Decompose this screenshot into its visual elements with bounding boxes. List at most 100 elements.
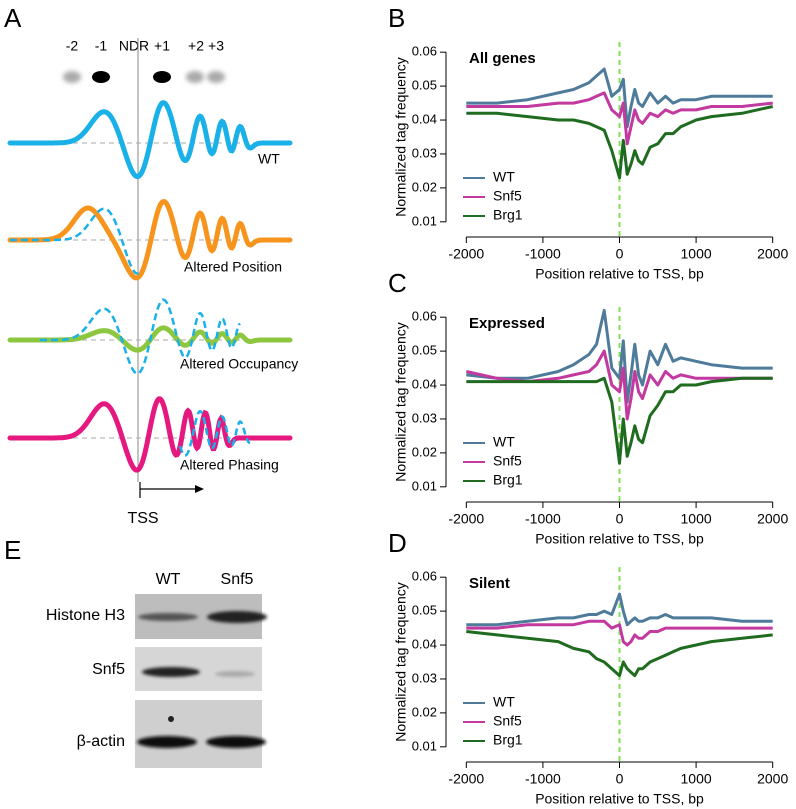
x-tick-label: 2000 (757, 246, 788, 262)
legend-label: Snf5 (493, 713, 522, 729)
series-line (466, 105, 774, 180)
nucleosome-label: -2 (66, 38, 79, 54)
arrow-head (195, 485, 204, 493)
western-blot: E WT Snf5 Histone H3 Snf5 β-actin (4, 535, 267, 768)
series-line (466, 376, 773, 465)
panel-label: D (388, 528, 407, 558)
row-label: β-actin (77, 733, 125, 750)
y-axis-title: Normalized tag frequency (393, 582, 409, 742)
panel-label: B (388, 3, 405, 33)
nucleosome (92, 71, 110, 83)
x-tick-label: 2000 (757, 771, 788, 787)
band (206, 736, 266, 748)
x-axis-title: Position relative to TSS, bp (535, 791, 704, 807)
series-line (466, 619, 773, 647)
x-tick-label: 1000 (681, 771, 712, 787)
trace-reference (40, 298, 241, 375)
legend-label: Brg1 (493, 732, 523, 748)
trace-label: Altered Phasing (180, 457, 279, 473)
chart-title: Expressed (469, 315, 545, 332)
x-tick-label: -1000 (525, 511, 561, 527)
x-tick-label: 0 (616, 771, 624, 787)
y-tick-label: 0.03 (412, 145, 437, 160)
x-tick-label: -1000 (525, 246, 561, 262)
nucleosome-label: -1 (95, 38, 108, 54)
y-tick-label: 0.02 (412, 179, 437, 194)
column-label: Snf5 (221, 571, 254, 588)
band (207, 611, 267, 623)
y-tick-label: 0.03 (412, 670, 437, 685)
y-tick-label: 0.06 (412, 309, 437, 324)
panel-label: A (4, 3, 22, 33)
series-line (466, 308, 773, 404)
schematic: A -2 -1 NDR +1 +2 +3 WT Altered Position… (4, 3, 298, 527)
y-tick-label: 0.06 (412, 44, 437, 59)
panel-label: E (4, 535, 21, 565)
row-label: Snf5 (92, 661, 125, 678)
band (138, 613, 198, 621)
band (142, 667, 200, 677)
nucleosome-label: +3 (208, 38, 224, 54)
nucleosome (186, 71, 204, 83)
x-axis-title: Position relative to TSS, bp (535, 266, 704, 282)
chart-title: All genes (469, 50, 536, 67)
legend-label: Brg1 (493, 207, 523, 223)
trace-reference (178, 409, 251, 457)
series-line (466, 592, 773, 627)
trace-reference (10, 207, 141, 275)
y-tick-label: 0.01 (412, 478, 437, 493)
band (215, 671, 255, 677)
y-tick-label: 0.02 (412, 704, 437, 719)
y-tick-label: 0.04 (412, 111, 437, 126)
trace (7, 396, 293, 473)
row-label: Histone H3 (46, 607, 125, 624)
legend-label: WT (493, 169, 515, 185)
trace-label: Altered Position (184, 259, 282, 275)
series-line (466, 630, 773, 678)
trace (7, 198, 293, 281)
x-tick-label: 1000 (681, 246, 712, 262)
legend-label: Snf5 (493, 453, 522, 469)
y-tick-label: 0.04 (412, 376, 437, 391)
panel-label: C (388, 268, 407, 298)
nucleosome-label: NDR (119, 38, 149, 54)
trace-label: Altered Occupancy (180, 356, 298, 372)
blot-strip (135, 700, 262, 768)
series-line (466, 91, 773, 146)
x-axis-title: Position relative to TSS, bp (535, 531, 704, 547)
x-tick-label: -2000 (448, 246, 484, 262)
legend-label: Snf5 (493, 188, 522, 204)
x-tick-label: 0 (616, 511, 624, 527)
nucleosome (207, 71, 225, 83)
y-tick-label: 0.06 (412, 569, 437, 584)
x-tick-label: 2000 (757, 511, 788, 527)
nucleosome (153, 71, 171, 83)
y-tick-label: 0.02 (412, 444, 437, 459)
y-tick-label: 0.05 (412, 78, 437, 93)
y-tick-label: 0.05 (412, 343, 437, 358)
nucleosome-label: +1 (154, 38, 170, 54)
x-tick-label: -2000 (448, 511, 484, 527)
y-tick-label: 0.03 (412, 410, 437, 425)
legend-label: WT (493, 694, 515, 710)
legend-label: WT (493, 434, 515, 450)
x-tick-label: -2000 (448, 771, 484, 787)
x-tick-label: -1000 (525, 771, 561, 787)
spot (168, 716, 174, 722)
chart-title: Silent (469, 575, 510, 592)
y-tick-label: 0.05 (412, 603, 437, 618)
band (137, 736, 197, 748)
legend-label: Brg1 (493, 472, 523, 488)
y-tick-label: 0.04 (412, 636, 437, 651)
series-line (466, 67, 773, 129)
tss-label: TSS (127, 510, 158, 527)
x-tick-label: 0 (616, 246, 624, 262)
nucleosome-label: +2 (188, 38, 204, 54)
trace (7, 100, 293, 179)
column-label: WT (156, 571, 181, 588)
series-line (465, 349, 773, 421)
x-tick-label: 1000 (681, 511, 712, 527)
y-tick-label: 0.01 (412, 213, 437, 228)
y-axis-title: Normalized tag frequency (393, 57, 409, 217)
